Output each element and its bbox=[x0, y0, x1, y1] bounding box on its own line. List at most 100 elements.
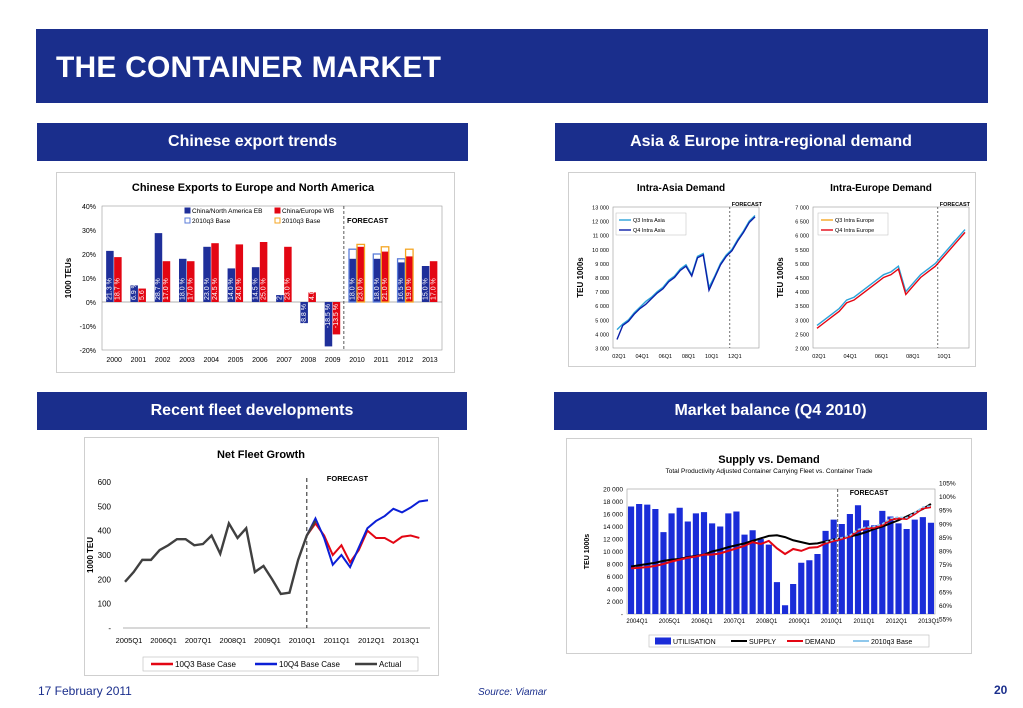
x-tick-label: 2007Q1 bbox=[724, 619, 746, 625]
y-tick-label: 3 000 bbox=[595, 347, 609, 353]
x-tick-label: 2006Q1 bbox=[150, 636, 177, 645]
y2-tick-label: 75% bbox=[939, 562, 952, 569]
utilisation-bar bbox=[927, 522, 935, 614]
bar-europe bbox=[405, 256, 414, 302]
bar-label: -8.8 % bbox=[301, 304, 308, 324]
y2-tick-label: 100% bbox=[939, 494, 956, 501]
y-tick-label: 4 000 bbox=[595, 332, 609, 338]
bar-europe bbox=[381, 251, 389, 302]
utilisation-bar bbox=[717, 526, 724, 614]
forecast-label: FORECAST bbox=[327, 474, 369, 483]
y-tick-label: 2 500 bbox=[795, 332, 809, 338]
y-tick-label: 6 000 bbox=[795, 234, 809, 240]
bar-label: 17.0 % bbox=[188, 278, 195, 300]
bar-north-america bbox=[251, 267, 260, 302]
y-tick-label: 10 000 bbox=[592, 248, 609, 254]
chart-subtitle: Total Productivity Adjusted Container Ca… bbox=[665, 468, 872, 475]
utilisation-bar bbox=[814, 554, 821, 614]
y-tick-label: 16 000 bbox=[603, 512, 623, 519]
x-tick-label: 2011Q1 bbox=[854, 619, 876, 625]
page-number: 20 bbox=[994, 683, 1008, 697]
y-tick-label: 14 000 bbox=[603, 524, 623, 531]
legend-label: Q3 Intra Europe bbox=[835, 218, 874, 224]
bar-label: 24.5 % bbox=[212, 278, 219, 300]
chinese-exports-panel: Chinese Exports to Europe and North Amer… bbox=[56, 172, 455, 373]
x-tick-label: 2002 bbox=[155, 357, 171, 364]
bar-label: 14.5 % bbox=[252, 278, 259, 300]
bar-europe bbox=[259, 242, 268, 302]
x-tick-label: 2012Q1 bbox=[886, 619, 908, 625]
plot-area bbox=[626, 488, 936, 615]
utilisation-bar bbox=[676, 507, 683, 614]
y-tick-label: 3 000 bbox=[795, 318, 809, 324]
utilisation-bar bbox=[911, 519, 918, 614]
y-tick-label: 5 500 bbox=[795, 248, 809, 254]
bar-label: 6.9 % bbox=[131, 282, 138, 300]
net-fleet-panel: Net Fleet Growth - 100 200 300 400 500 600 1000 … bbox=[84, 437, 439, 676]
bar-label: 23.0 % bbox=[204, 278, 211, 300]
bar-europe bbox=[162, 261, 171, 302]
y-tick-label: 300 bbox=[98, 551, 112, 560]
utilisation-bar bbox=[765, 544, 772, 614]
x-tick-label: 2013 bbox=[422, 357, 438, 364]
y2-tick-label: 80% bbox=[939, 549, 952, 556]
x-tick-label: 2012 bbox=[398, 357, 414, 364]
net-fleet-chart: Net Fleet Growth - 100 200 300 400 500 600 1000 … bbox=[86, 449, 430, 672]
y-axis-label: TEU 1000s bbox=[584, 534, 591, 570]
y-axis-label: TEU 1000s bbox=[776, 257, 785, 298]
base-bar bbox=[356, 243, 366, 303]
x-tick-label: 10Q1 bbox=[937, 354, 950, 360]
y-tick-label: 12 000 bbox=[603, 537, 623, 544]
legend-box bbox=[648, 634, 930, 648]
y2-tick-label: 70% bbox=[939, 576, 952, 583]
x-tick-label: 02Q1 bbox=[612, 354, 625, 360]
x-tick-label: 2010Q1 bbox=[289, 636, 316, 645]
bar-europe bbox=[138, 288, 146, 302]
x-tick-label: 02Q1 bbox=[812, 354, 825, 360]
x-tick-label: 2006Q1 bbox=[691, 619, 713, 625]
utilisation-bar bbox=[773, 582, 781, 614]
chart-title: Chinese Exports to Europe and North Amer… bbox=[132, 182, 375, 194]
x-tick-label: 2006 bbox=[252, 357, 268, 364]
utilisation-bar bbox=[692, 513, 699, 614]
section-intra-regional: Asia & Europe intra-regional demand bbox=[555, 123, 987, 161]
legend-swatch bbox=[274, 207, 281, 214]
legend-swatch bbox=[184, 217, 191, 224]
intra-demand-panel: Intra-Asia Demand 3 000 4 000 5 000 6 000 7 0… bbox=[568, 172, 976, 367]
bar-north-america bbox=[179, 258, 187, 302]
legend-swatch bbox=[274, 217, 281, 224]
bar-label: 14.0 % bbox=[228, 278, 235, 300]
forecast-label: FORECAST bbox=[347, 216, 389, 225]
bar-europe bbox=[235, 244, 244, 302]
bar-europe bbox=[284, 246, 292, 302]
bar-europe bbox=[332, 302, 341, 335]
utilisation-bar bbox=[798, 562, 805, 614]
legend-label: UTILISATION bbox=[673, 639, 716, 646]
x-tick-label: 06Q1 bbox=[875, 354, 888, 360]
utilisation-bar bbox=[806, 560, 813, 614]
y-tick-label: 6 000 bbox=[595, 304, 609, 310]
bar-label: 5.6 % bbox=[139, 282, 146, 300]
y-tick-label: -20% bbox=[80, 348, 96, 355]
series-line bbox=[630, 506, 932, 570]
x-tick-label: 2009Q1 bbox=[254, 636, 281, 645]
y-tick-label: 11 000 bbox=[593, 234, 609, 240]
x-tick-label: 2008 bbox=[301, 357, 317, 364]
bar-north-america bbox=[421, 266, 430, 302]
forecast-label: FORECAST bbox=[940, 202, 971, 208]
series-line bbox=[816, 229, 966, 326]
y-axis-label: 1000 TEUs bbox=[64, 257, 73, 298]
chart-title: Supply vs. Demand bbox=[718, 454, 819, 466]
utilisation-bar bbox=[830, 519, 837, 614]
y-tick-label: 30% bbox=[82, 228, 96, 235]
legend-label: China/North America EB bbox=[192, 208, 262, 215]
legend-label: Q4 Intra Asia bbox=[633, 228, 666, 234]
y2-tick-label: 85% bbox=[939, 535, 952, 542]
x-tick-label: 2011Q1 bbox=[324, 636, 350, 645]
utilisation-bar bbox=[733, 511, 740, 614]
bar-label: 18.7 % bbox=[115, 278, 122, 300]
y-tick-label: 20 000 bbox=[603, 487, 623, 494]
bar-north-america bbox=[154, 233, 163, 302]
series-line bbox=[305, 521, 420, 565]
legend-swatch bbox=[184, 207, 191, 214]
